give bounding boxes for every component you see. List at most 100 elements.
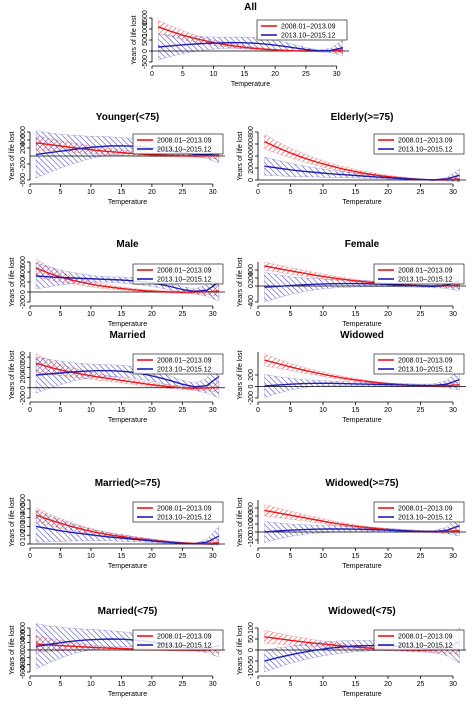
y-axis-label: Years of life lost <box>9 257 16 306</box>
y-tick-label: 200 <box>248 510 255 522</box>
y-tick-label: 200 <box>20 142 27 154</box>
x-tick-label: 20 <box>148 681 156 688</box>
y-tick-label: 0 <box>248 284 255 288</box>
series-line-1 <box>35 267 219 294</box>
y-tick-label: -200 <box>20 157 27 171</box>
x-tick-label: 10 <box>319 553 327 560</box>
y-tick-label: 500 <box>142 34 149 46</box>
x-tick-label: 10 <box>87 311 95 318</box>
y-axis-label: Years of life lost <box>9 350 16 399</box>
legend-box <box>256 19 348 41</box>
legend-label-1: 2008.01–2013.09 <box>157 634 212 641</box>
x-tick-label: 5 <box>289 189 293 196</box>
x-tick-label: 25 <box>178 189 186 196</box>
legend-label-1: 2008.01–2013.09 <box>157 268 212 275</box>
legend-box <box>373 629 465 651</box>
series-line-2 <box>36 275 220 293</box>
x-tick-label: 5 <box>289 681 293 688</box>
y-tick-label: -200 <box>20 295 27 309</box>
x-tick-label: 0 <box>28 681 32 688</box>
y-tick-label: 100 <box>20 529 27 541</box>
x-tick-label: 0 <box>256 681 260 688</box>
x-tick-label: 30 <box>209 553 217 560</box>
y-tick-label: 200 <box>20 637 27 649</box>
x-axis-label: Temperature <box>108 691 147 698</box>
x-tick-label: 5 <box>289 311 293 318</box>
y-tick-label: 300 <box>20 512 27 524</box>
legend-label-1: 2008.01–2013.09 <box>398 358 453 365</box>
legend: 2008.01–2013.09 2013.10–2015.12 <box>256 19 348 41</box>
legend-label-2: 2013.10–2015.12 <box>398 643 453 650</box>
legend-label-2: 2013.10–2015.12 <box>157 515 212 522</box>
x-tick-label: 0 <box>28 553 32 560</box>
x-tick-label: 0 <box>150 71 154 78</box>
y-tick-label: 500 <box>20 494 27 506</box>
y-tick-label: -50 <box>248 656 255 666</box>
legend-label-1: 2008.01–2013.09 <box>398 634 453 641</box>
legend-label-1: 2008.01–2013.09 <box>281 24 336 31</box>
confidence-band-2 <box>264 271 460 303</box>
y-tick-label: -400 <box>248 295 255 309</box>
x-axis-label: Temperature <box>108 199 147 206</box>
panel-title: Widowed(>=75) <box>325 478 398 489</box>
x-tick-label: 10 <box>319 189 327 196</box>
y-tick-label: 600 <box>20 256 27 268</box>
panel-title: All <box>244 2 257 13</box>
series-line-2 <box>36 370 220 388</box>
legend: 2008.01–2013.09 2013.10–2015.12 <box>373 353 465 375</box>
confidence-band-2 <box>35 510 220 546</box>
x-tick-label: 10 <box>210 71 218 78</box>
x-tick-label: 5 <box>59 553 63 560</box>
y-tick-label: 100 <box>248 518 255 530</box>
x-tick-label: 15 <box>352 407 360 414</box>
legend-box <box>132 501 224 523</box>
y-tick-label: 0 <box>248 384 255 388</box>
y-axis-label: Years of life lost <box>9 625 16 674</box>
x-tick-label: 0 <box>256 553 260 560</box>
panel-title: Widowed(<75) <box>328 606 395 617</box>
confidence-band-2 <box>35 262 220 302</box>
x-tick-label: 25 <box>417 311 425 318</box>
y-tick-label: 200 <box>248 162 255 174</box>
legend-box <box>132 629 224 651</box>
y-axis-label: Years of life lost <box>9 497 16 546</box>
legend: 2008.01–2013.09 2013.10–2015.12 <box>373 501 465 523</box>
x-tick-label: 15 <box>118 407 126 414</box>
legend-label-2: 2013.10–2015.12 <box>157 367 212 374</box>
x-axis-label: Temperature <box>342 417 381 424</box>
y-tick-label: -100 <box>248 665 255 679</box>
y-axis-label: Years of life lost <box>9 131 16 180</box>
x-tick-label: 5 <box>289 407 293 414</box>
y-tick-label: 400 <box>20 266 27 278</box>
panel-married-75-: Married(>=75)0 5 10 15 20 25 30010020030040050… <box>9 478 225 570</box>
x-tick-label: 20 <box>384 311 392 318</box>
y-tick-label: 400 <box>248 150 255 162</box>
x-tick-label: 20 <box>148 407 156 414</box>
x-tick-label: 25 <box>417 407 425 414</box>
x-tick-label: 20 <box>271 71 279 78</box>
x-axis-label: Temperature <box>108 321 147 328</box>
x-tick-label: 15 <box>352 311 360 318</box>
y-tick-label: 400 <box>20 629 27 641</box>
legend-label-2: 2013.10–2015.12 <box>398 367 453 374</box>
x-tick-label: 0 <box>28 311 32 318</box>
y-tick-label: 400 <box>20 134 27 146</box>
x-tick-label: 25 <box>178 311 186 318</box>
y-tick-label: 0 <box>248 648 255 652</box>
y-tick-label: 600 <box>20 351 27 363</box>
legend-box <box>132 353 224 375</box>
panel-title: Married(<75) <box>98 606 158 617</box>
x-tick-label: 20 <box>148 311 156 318</box>
legend-label-2: 2013.10–2015.12 <box>398 515 453 522</box>
legend-label-2: 2013.10–2015.12 <box>157 277 212 284</box>
y-tick-label: 0 <box>20 386 27 390</box>
y-tick-label: 400 <box>20 361 27 373</box>
x-tick-label: 15 <box>118 553 126 560</box>
x-tick-label: 10 <box>319 311 327 318</box>
legend-label-1: 2008.01–2013.09 <box>157 506 212 513</box>
y-tick-label: 600 <box>248 138 255 150</box>
x-tick-label: 0 <box>256 189 260 196</box>
